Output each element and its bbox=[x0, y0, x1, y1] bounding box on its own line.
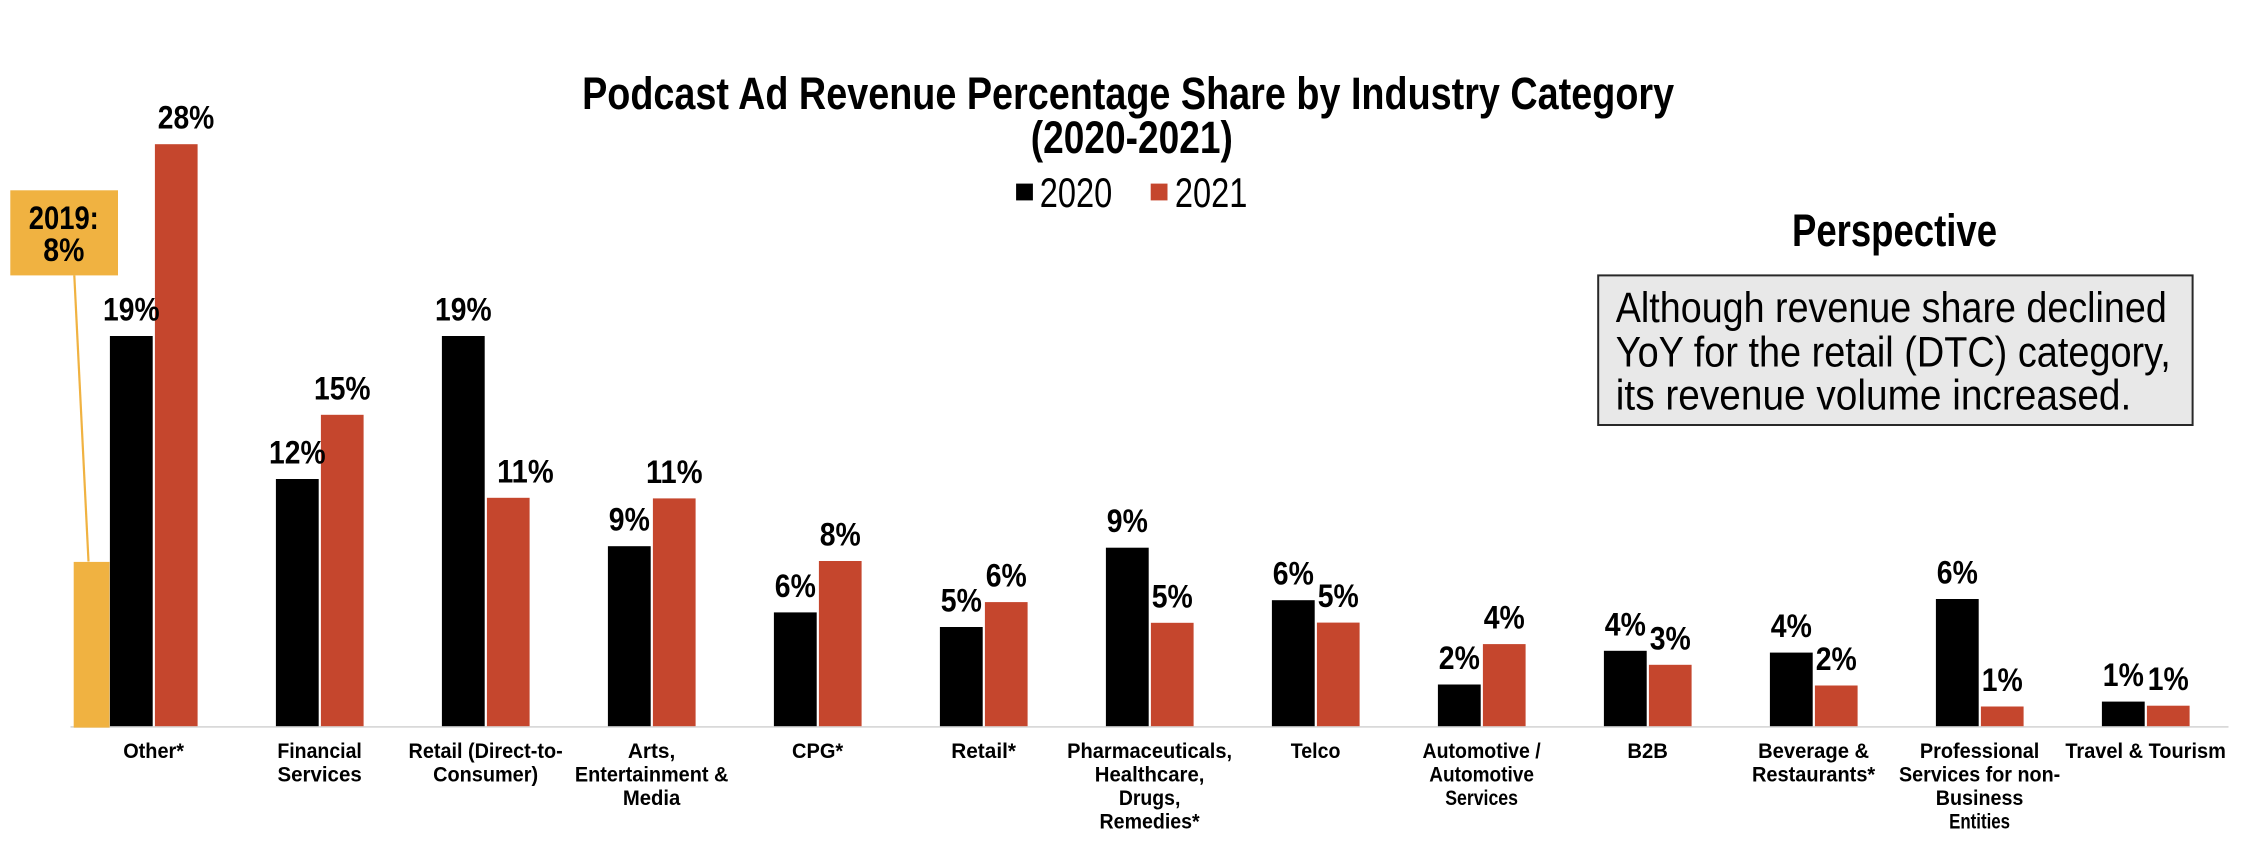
svg-text:Restaurants*: Restaurants* bbox=[1752, 762, 1876, 787]
svg-text:9%: 9% bbox=[609, 502, 650, 538]
svg-text:4%: 4% bbox=[1605, 606, 1646, 642]
svg-text:2%: 2% bbox=[1816, 641, 1857, 677]
svg-text:Entities: Entities bbox=[1949, 809, 2010, 834]
svg-text:Business: Business bbox=[1936, 785, 2024, 810]
svg-text:1%: 1% bbox=[2103, 657, 2144, 693]
svg-text:Other*: Other* bbox=[123, 738, 184, 763]
svg-text:Although revenue share decline: Although revenue share declined bbox=[1616, 284, 2167, 331]
svg-text:11%: 11% bbox=[497, 453, 554, 489]
svg-text:5%: 5% bbox=[1152, 578, 1193, 614]
svg-text:4%: 4% bbox=[1771, 608, 1812, 644]
svg-text:2019:: 2019: bbox=[29, 200, 99, 236]
svg-text:Telco: Telco bbox=[1291, 738, 1341, 763]
svg-text:(2020-2021): (2020-2021) bbox=[1031, 112, 1233, 163]
svg-text:Media: Media bbox=[623, 785, 681, 810]
svg-text:4%: 4% bbox=[1484, 600, 1525, 636]
svg-text:Podcast Ad Revenue Percentage: Podcast Ad Revenue Percentage Share by I… bbox=[582, 68, 1675, 119]
svg-text:Automotive /: Automotive / bbox=[1423, 738, 1541, 763]
svg-text:19%: 19% bbox=[435, 292, 492, 328]
svg-text:15%: 15% bbox=[314, 370, 371, 406]
svg-text:CPG*: CPG* bbox=[792, 738, 844, 763]
svg-text:Drugs,: Drugs, bbox=[1119, 785, 1181, 810]
svg-text:12%: 12% bbox=[269, 435, 326, 471]
svg-text:Remedies*: Remedies* bbox=[1100, 809, 1201, 834]
svg-text:6%: 6% bbox=[1937, 555, 1978, 591]
svg-text:Retail*: Retail* bbox=[951, 738, 1016, 763]
svg-text:3%: 3% bbox=[1650, 620, 1691, 656]
svg-text:5%: 5% bbox=[941, 583, 982, 619]
svg-text:Professional: Professional bbox=[1920, 738, 2040, 763]
svg-text:B2B: B2B bbox=[1627, 738, 1668, 763]
svg-text:Healthcare,: Healthcare, bbox=[1095, 762, 1205, 787]
svg-text:2021: 2021 bbox=[1175, 170, 1248, 216]
svg-text:8%: 8% bbox=[43, 232, 84, 268]
svg-text:Beverage &: Beverage & bbox=[1758, 738, 1869, 763]
svg-text:28%: 28% bbox=[158, 100, 215, 136]
svg-text:its revenue volume increased.: its revenue volume increased. bbox=[1616, 371, 2132, 418]
svg-text:Perspective: Perspective bbox=[1792, 205, 1997, 256]
svg-text:Arts,: Arts, bbox=[628, 738, 675, 763]
svg-text:Travel & Tourism: Travel & Tourism bbox=[2065, 738, 2226, 763]
svg-text:Financial: Financial bbox=[277, 738, 362, 763]
svg-text:Retail (Direct-to-: Retail (Direct-to- bbox=[409, 738, 563, 763]
svg-text:2020: 2020 bbox=[1040, 170, 1113, 216]
svg-text:Entertainment &: Entertainment & bbox=[575, 762, 729, 787]
svg-text:Services: Services bbox=[277, 762, 361, 787]
svg-text:5%: 5% bbox=[1318, 578, 1359, 614]
svg-text:6%: 6% bbox=[986, 558, 1027, 594]
svg-text:1%: 1% bbox=[1982, 662, 2023, 698]
svg-text:Automotive: Automotive bbox=[1429, 762, 1534, 787]
svg-text:6%: 6% bbox=[1273, 556, 1314, 592]
svg-text:Services for non-: Services for non- bbox=[1899, 762, 2060, 787]
svg-text:11%: 11% bbox=[646, 454, 703, 490]
svg-text:19%: 19% bbox=[103, 292, 160, 328]
svg-text:6%: 6% bbox=[775, 568, 816, 604]
svg-text:9%: 9% bbox=[1107, 503, 1148, 539]
svg-text:2%: 2% bbox=[1439, 640, 1480, 676]
svg-text:Pharmaceuticals,: Pharmaceuticals, bbox=[1067, 738, 1232, 763]
svg-text:8%: 8% bbox=[820, 517, 861, 553]
svg-text:Consumer): Consumer) bbox=[433, 762, 538, 787]
svg-text:1%: 1% bbox=[2148, 661, 2189, 697]
svg-text:Services: Services bbox=[1445, 785, 1518, 810]
svg-text:YoY for the retail (DTC) categ: YoY for the retail (DTC) category, bbox=[1616, 329, 2171, 376]
